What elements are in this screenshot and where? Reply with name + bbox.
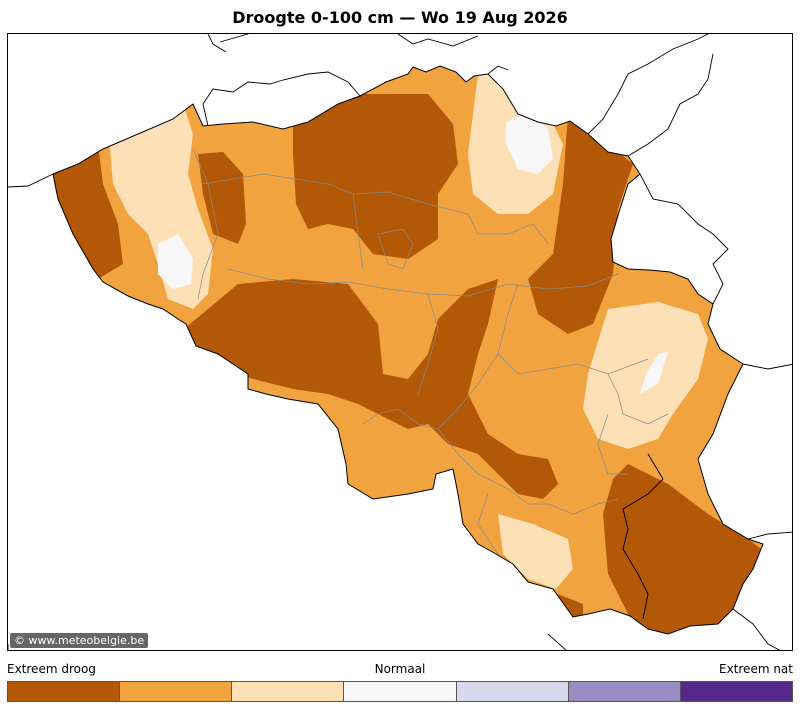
legend-swatch-6 xyxy=(568,682,681,701)
legend-label-normal: Normaal xyxy=(374,662,426,676)
legend-swatch-2 xyxy=(120,682,233,701)
copyright-credit: © www.meteobelgie.be xyxy=(10,633,149,648)
map-canvas xyxy=(8,34,792,650)
legend-swatch-4 xyxy=(344,682,457,701)
drought-fields xyxy=(53,66,763,634)
legend-color-bar xyxy=(7,681,793,702)
legend-swatch-3 xyxy=(232,682,345,701)
legend-label-extreme-wet: Extreem nat xyxy=(719,662,793,676)
belgium-border xyxy=(52,65,764,635)
legend-labels: Extreem droog Normaal Extreem nat xyxy=(7,662,793,678)
legend-swatch-1 xyxy=(8,682,121,701)
luxembourg-border xyxy=(622,453,664,620)
legend-swatch-7 xyxy=(680,682,792,701)
map-title: Droogte 0-100 cm — Wo 19 Aug 2026 xyxy=(232,8,568,27)
neighbour-borders xyxy=(8,34,792,650)
province-borders xyxy=(192,148,669,555)
legend-swatch-5 xyxy=(456,682,569,701)
legend-label-extreme-dry: Extreem droog xyxy=(7,662,96,676)
drought-map xyxy=(7,33,793,651)
